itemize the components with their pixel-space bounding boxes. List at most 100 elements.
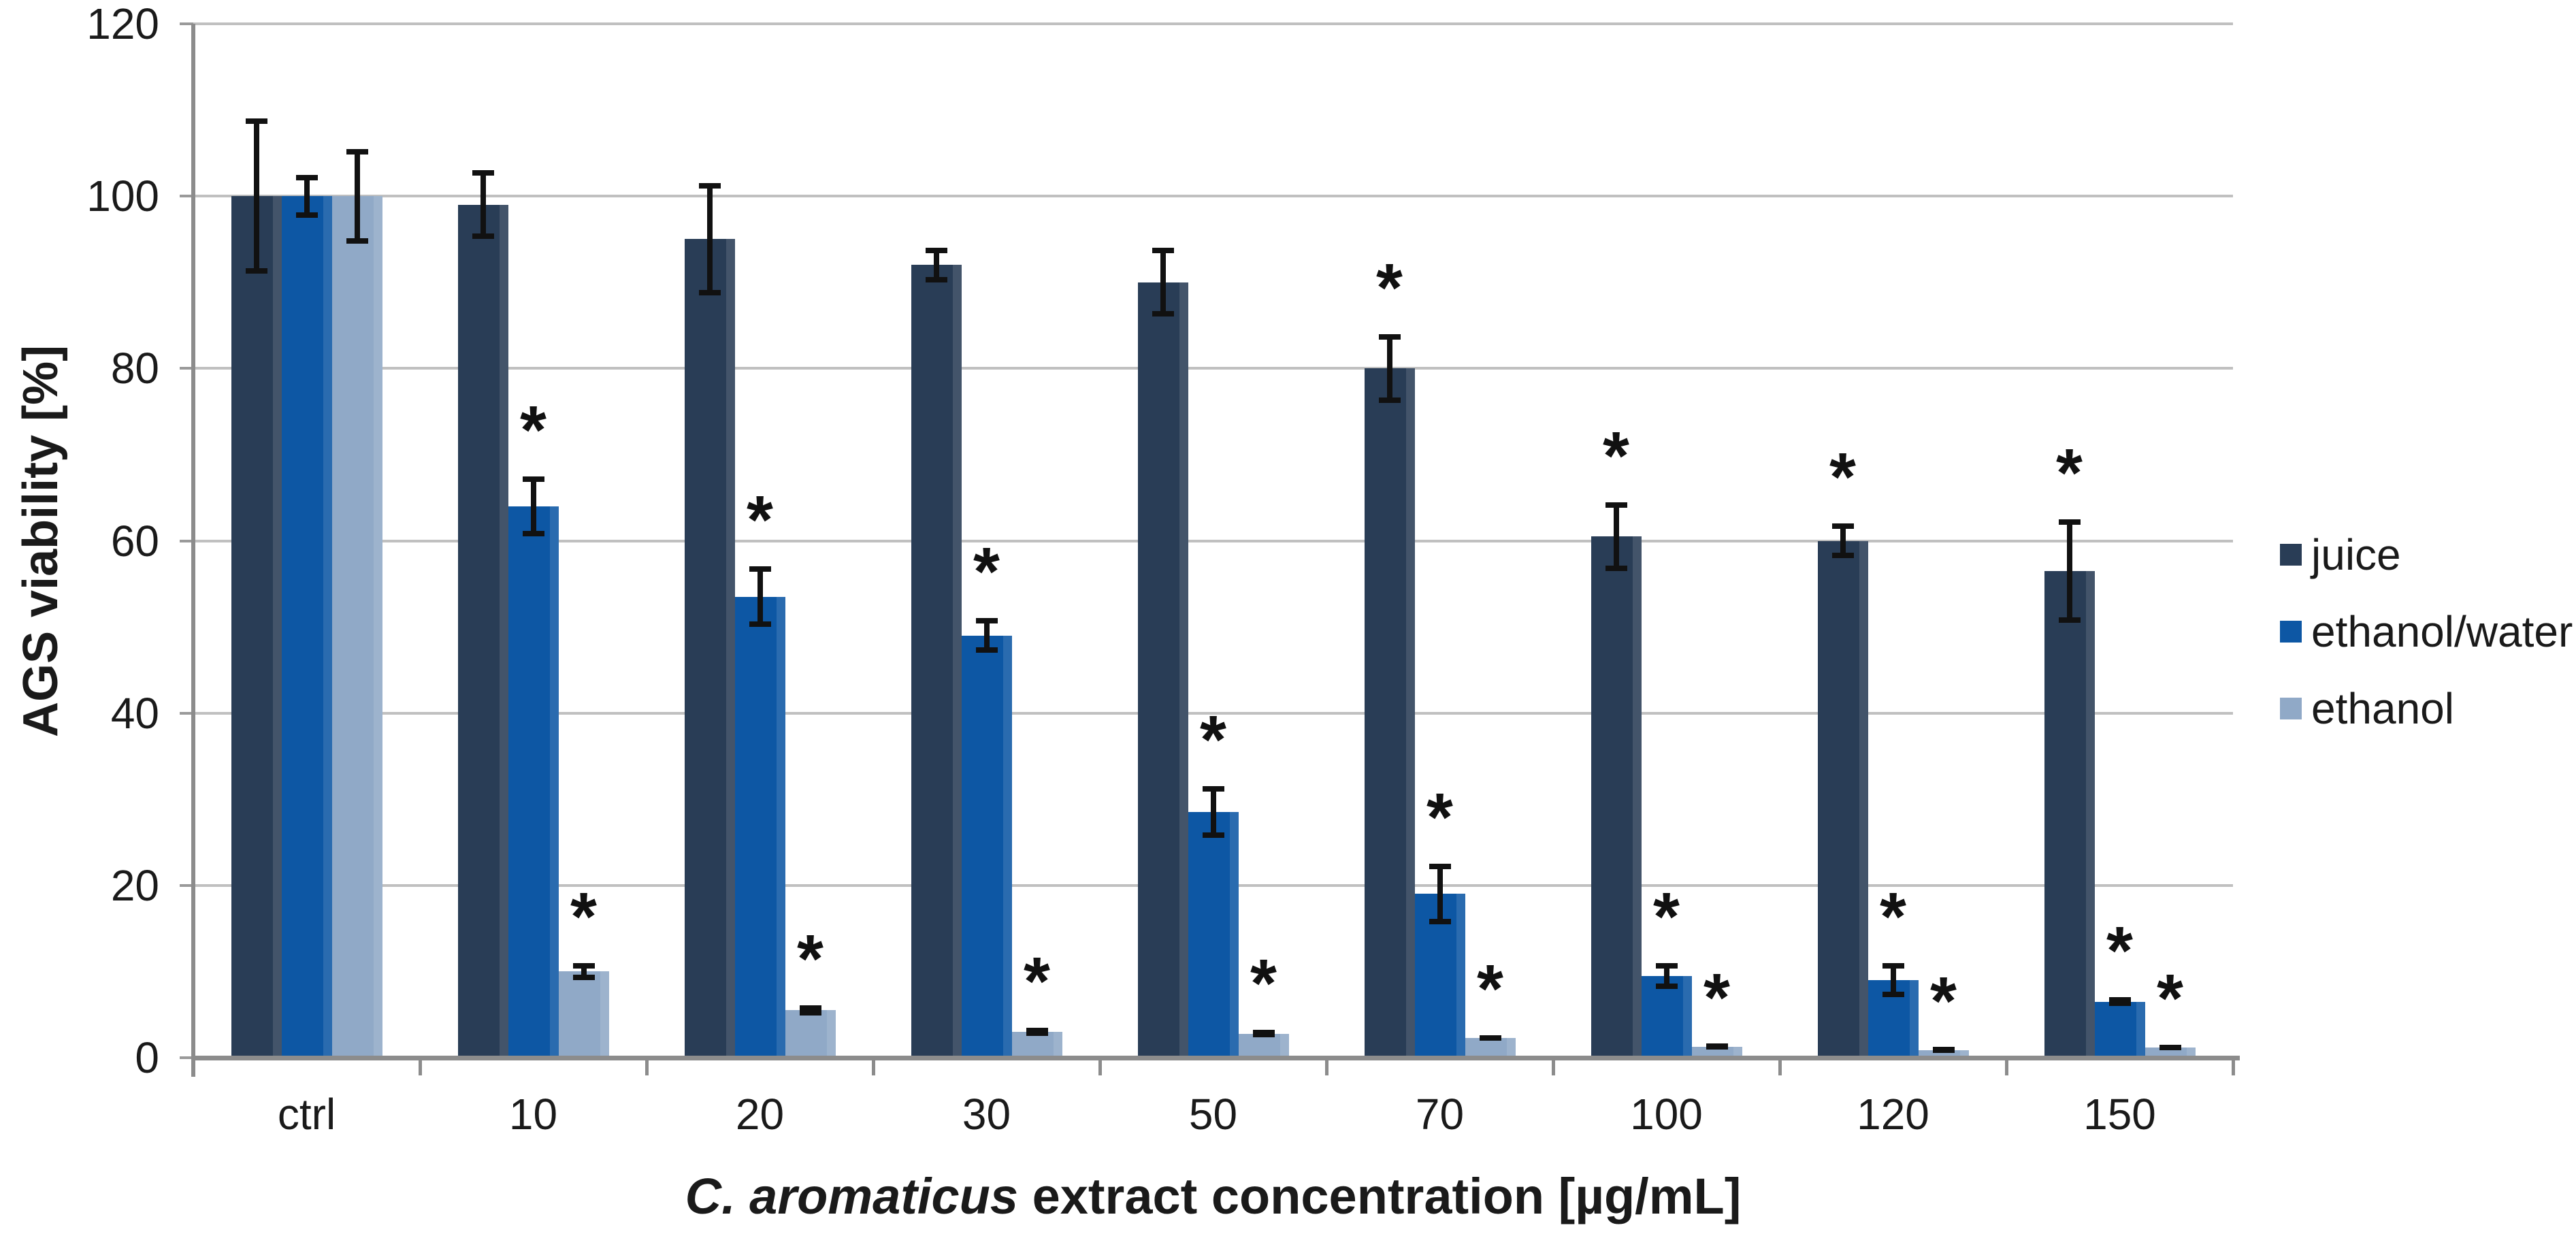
- error-bar-cap: [1605, 565, 1627, 571]
- significance-star: *: [797, 920, 824, 997]
- error-bar-cap: [1152, 311, 1174, 317]
- error-bar-cap: [2159, 1044, 2181, 1050]
- x-tick-mark-2: [645, 1058, 649, 1075]
- error-bar-cap: [245, 268, 267, 274]
- x-tick-label-ctrl: ctrl: [277, 1090, 336, 1139]
- error-bar-cap: [2058, 617, 2081, 623]
- y-tick-label-80: 80: [110, 344, 159, 393]
- error-bar-cap: [1479, 1035, 1501, 1041]
- error-bar-juice-ctrl: [245, 118, 267, 274]
- gridline-y-60: [193, 539, 2233, 542]
- legend-item-juice: juice: [2280, 531, 2401, 579]
- error-bar-cap: [975, 618, 998, 624]
- error-bar-ethanol-150: [2159, 1044, 2181, 1050]
- error-bar-cap: [1026, 1030, 1048, 1037]
- error-bar-line: [530, 476, 536, 537]
- gridline-y-120: [193, 22, 2233, 25]
- significance-star: *: [1653, 878, 1680, 955]
- x-tick-label-20: 20: [735, 1090, 785, 1139]
- error-bar-cap: [1831, 523, 1854, 530]
- error-bar-cap: [2108, 997, 2131, 1003]
- y-tick-mark-60: [180, 539, 193, 542]
- error-bar-cap: [1655, 962, 1678, 969]
- error-bar-ethanol-20: [799, 1005, 821, 1016]
- x-axis-title-rest: extract concentration [µg/mL]: [1018, 1168, 1742, 1224]
- error-bar-line: [1437, 864, 1443, 924]
- error-bar-line: [1160, 248, 1166, 317]
- y-axis-line: [191, 24, 195, 1077]
- bar-juice-30: [911, 265, 962, 1058]
- error-bar-ethanol-50: [1252, 1030, 1275, 1037]
- error-bar-ethanol-water-70: [1429, 864, 1451, 924]
- y-tick-mark-120: [180, 22, 193, 25]
- error-bar-cap: [522, 476, 544, 482]
- bar-ethanol-150: [2145, 1047, 2196, 1058]
- error-bar-cap: [2058, 519, 2081, 525]
- gridline-y-80: [193, 367, 2233, 370]
- error-bar-cap: [1378, 334, 1401, 340]
- bar-ethanol-70: [1465, 1037, 1516, 1058]
- error-bar-cap: [1429, 918, 1451, 924]
- significance-star: *: [2106, 913, 2133, 990]
- legend-swatch-icon: [2280, 544, 2302, 566]
- error-bar-cap: [749, 566, 771, 572]
- x-tick-mark-6: [1552, 1058, 1555, 1075]
- error-bar-line: [1386, 334, 1392, 403]
- bar-juice-50: [1137, 282, 1188, 1058]
- legend-swatch-icon: [2280, 621, 2302, 643]
- bar-juice-120: [1817, 540, 1868, 1058]
- significance-star: *: [2056, 434, 2083, 511]
- legend-label: ethanol: [2311, 684, 2454, 733]
- error-bar-cap: [1202, 786, 1224, 792]
- error-bar-ethanol-water-20: [749, 566, 771, 628]
- error-bar-cap: [1932, 1047, 1955, 1053]
- error-bar-ethanol-10: [572, 962, 595, 981]
- error-bar-cap: [2108, 1001, 2131, 1007]
- error-bar-line: [253, 118, 259, 274]
- error-bar-ethanol-water-150: [2108, 997, 2131, 1007]
- x-tick-mark-9: [2232, 1058, 2235, 1075]
- error-bar-line: [1840, 523, 1846, 558]
- error-bar-juice-20: [698, 183, 721, 295]
- error-bar-ethanol-100: [1706, 1043, 1728, 1050]
- x-tick-label-30: 30: [962, 1090, 1011, 1139]
- x-axis-title-species: C. aromaticus: [685, 1168, 1019, 1224]
- x-axis-line: [193, 1056, 2240, 1060]
- x-tick-label-120: 120: [1857, 1090, 1929, 1139]
- error-bar-ethanol-120: [1932, 1047, 1955, 1053]
- legend-label: ethanol/water: [2311, 607, 2573, 656]
- error-bar-cap: [698, 183, 721, 189]
- error-bar-cap: [975, 647, 998, 653]
- legend-label: juice: [2311, 530, 2401, 579]
- error-bar-line: [2066, 519, 2072, 623]
- y-tick-label-20: 20: [110, 860, 159, 910]
- bar-juice-ctrl: [231, 196, 282, 1058]
- x-tick-label-150: 150: [2083, 1090, 2156, 1139]
- significance-star: *: [1426, 779, 1453, 856]
- error-bar-cap: [1655, 983, 1678, 989]
- error-bar-juice-150: [2058, 519, 2081, 623]
- significance-star: *: [1250, 945, 1277, 1022]
- error-bar-cap: [295, 212, 318, 218]
- error-bar-ethanol-70: [1479, 1035, 1501, 1041]
- x-tick-mark-3: [872, 1058, 875, 1075]
- significance-star: *: [1930, 962, 1957, 1039]
- x-tick-mark-7: [1778, 1058, 1782, 1075]
- error-bar-juice-70: [1378, 334, 1401, 403]
- y-tick-label-100: 100: [86, 172, 159, 221]
- error-bar-cap: [1429, 864, 1451, 870]
- significance-star: *: [1477, 951, 1503, 1028]
- error-bar-cap: [799, 1009, 821, 1016]
- error-bar-ethanol-water-50: [1202, 786, 1224, 839]
- x-tick-label-10: 10: [508, 1090, 558, 1139]
- legend-item-ethanol: ethanol: [2280, 685, 2454, 732]
- x-tick-mark-4: [1098, 1058, 1102, 1075]
- error-bar-ethanol-water-100: [1655, 962, 1678, 989]
- x-tick-mark-1: [419, 1058, 422, 1075]
- bar-juice-150: [2044, 570, 2095, 1058]
- error-bar-cap: [346, 148, 368, 155]
- bar-juice-10: [457, 204, 508, 1058]
- bar-juice-100: [1591, 536, 1642, 1058]
- error-bar-cap: [1605, 502, 1627, 508]
